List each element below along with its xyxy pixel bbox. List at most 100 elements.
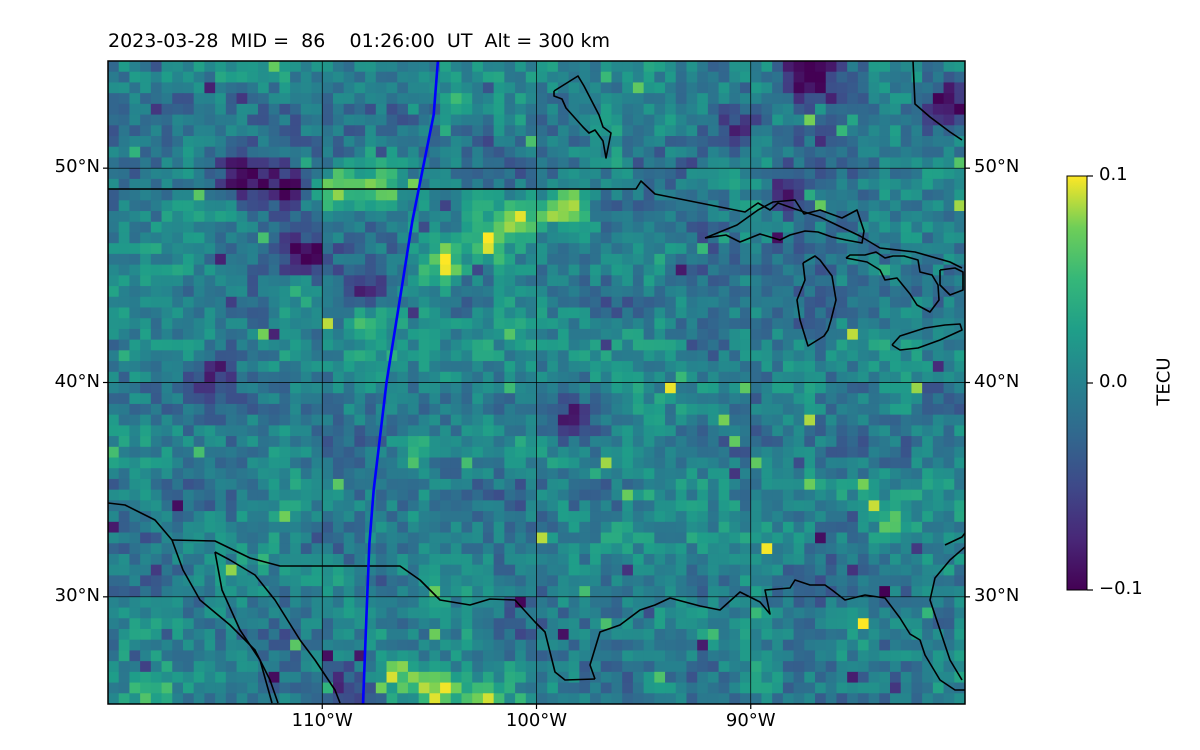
tec-cell (140, 361, 152, 373)
tec-cell (847, 478, 859, 491)
tec-cell (247, 136, 259, 148)
tec-cell (515, 618, 527, 630)
tec-cell (108, 318, 120, 330)
tec-cell (386, 500, 398, 512)
tec-cell (954, 136, 965, 148)
tec-cell (172, 671, 184, 684)
tec-cell (332, 361, 345, 373)
tec-cell (665, 393, 677, 405)
tec-cell (504, 93, 516, 105)
tec-cell (547, 425, 559, 437)
tec-cell (375, 628, 388, 641)
tec-cell (300, 189, 313, 201)
tec-cell (193, 532, 206, 544)
tec-cell (793, 543, 805, 555)
tec-cell (815, 286, 827, 298)
tec-cell (343, 446, 355, 459)
tec-cell (429, 414, 441, 426)
tec-cell (482, 457, 495, 469)
tec-cell (697, 403, 709, 416)
tec-cell (740, 521, 752, 534)
tec-cell (600, 61, 613, 73)
tec-cell (847, 564, 859, 576)
tec-cell (161, 200, 173, 212)
tec-cell (247, 189, 259, 201)
tec-cell (782, 371, 795, 384)
tec-cell (590, 414, 602, 426)
tec-cell (943, 628, 955, 641)
tec-cell (515, 586, 527, 598)
tec-cell (965, 608, 976, 619)
tec-cell (279, 446, 291, 459)
tec-cell (547, 200, 559, 212)
tec-cell (386, 586, 398, 598)
tec-cell (579, 628, 591, 641)
tec-cell (172, 468, 184, 480)
tec-cell (557, 607, 570, 619)
tec-cell (504, 511, 516, 523)
tec-cell (461, 628, 473, 641)
tec-cell (279, 168, 291, 180)
tec-cell (311, 82, 323, 94)
tec-cell (622, 157, 634, 169)
tec-cell (911, 425, 923, 437)
tec-cell (461, 682, 473, 694)
tec-cell (922, 296, 934, 309)
tec-cell (365, 628, 377, 641)
tec-cell (300, 93, 313, 105)
tec-cell (847, 650, 859, 662)
tec-cell (836, 382, 848, 394)
tec-cell (386, 200, 398, 212)
tec-cell (879, 382, 891, 394)
tec-cell (204, 457, 216, 469)
tec-cell (332, 328, 345, 341)
tec-cell (868, 371, 880, 384)
tec-cell (686, 286, 698, 298)
tec-cell (707, 521, 720, 534)
tec-cell (740, 103, 752, 116)
tec-cell (129, 521, 141, 534)
tec-cell (268, 586, 280, 598)
tec-cell (450, 146, 463, 159)
tec-cell (450, 564, 463, 576)
tec-cell (365, 61, 377, 73)
tec-cell (911, 521, 923, 534)
tec-cell (868, 275, 880, 287)
colorbar-ticks (1087, 175, 1093, 591)
tec-cell (268, 446, 280, 459)
tec-cell (697, 264, 709, 276)
tec-cell (643, 682, 655, 694)
tec-cell (343, 682, 355, 694)
tec-cell (836, 339, 848, 351)
tec-cell (643, 318, 655, 330)
tec-cell (697, 136, 709, 148)
tec-cell (407, 264, 420, 276)
tec-cell (868, 682, 880, 694)
tec-cell (740, 618, 752, 630)
tec-cell (579, 489, 591, 501)
tec-cell (343, 618, 355, 630)
tec-cell (675, 286, 688, 298)
tec-cell (386, 489, 398, 501)
tec-cell (482, 661, 495, 673)
tec-cell (665, 457, 677, 469)
tec-cell (108, 61, 120, 73)
tec-cell (257, 446, 270, 459)
tec-cell (332, 275, 345, 287)
tec-cell (750, 168, 763, 180)
tec-cell (300, 671, 313, 684)
tec-cell (718, 157, 730, 169)
tec-cell (343, 350, 355, 362)
tec-cell (311, 93, 323, 105)
tec-cell (611, 446, 623, 459)
tec-cell (365, 103, 377, 116)
tec-cell (493, 425, 505, 437)
tec-cell (922, 575, 934, 587)
tec-cell (354, 393, 366, 405)
tec-cell (515, 661, 527, 673)
tec-cell (461, 575, 473, 587)
tec-cell (397, 704, 408, 715)
tec-cell (129, 575, 141, 587)
tec-cell (793, 114, 805, 126)
tec-cell (815, 639, 827, 652)
